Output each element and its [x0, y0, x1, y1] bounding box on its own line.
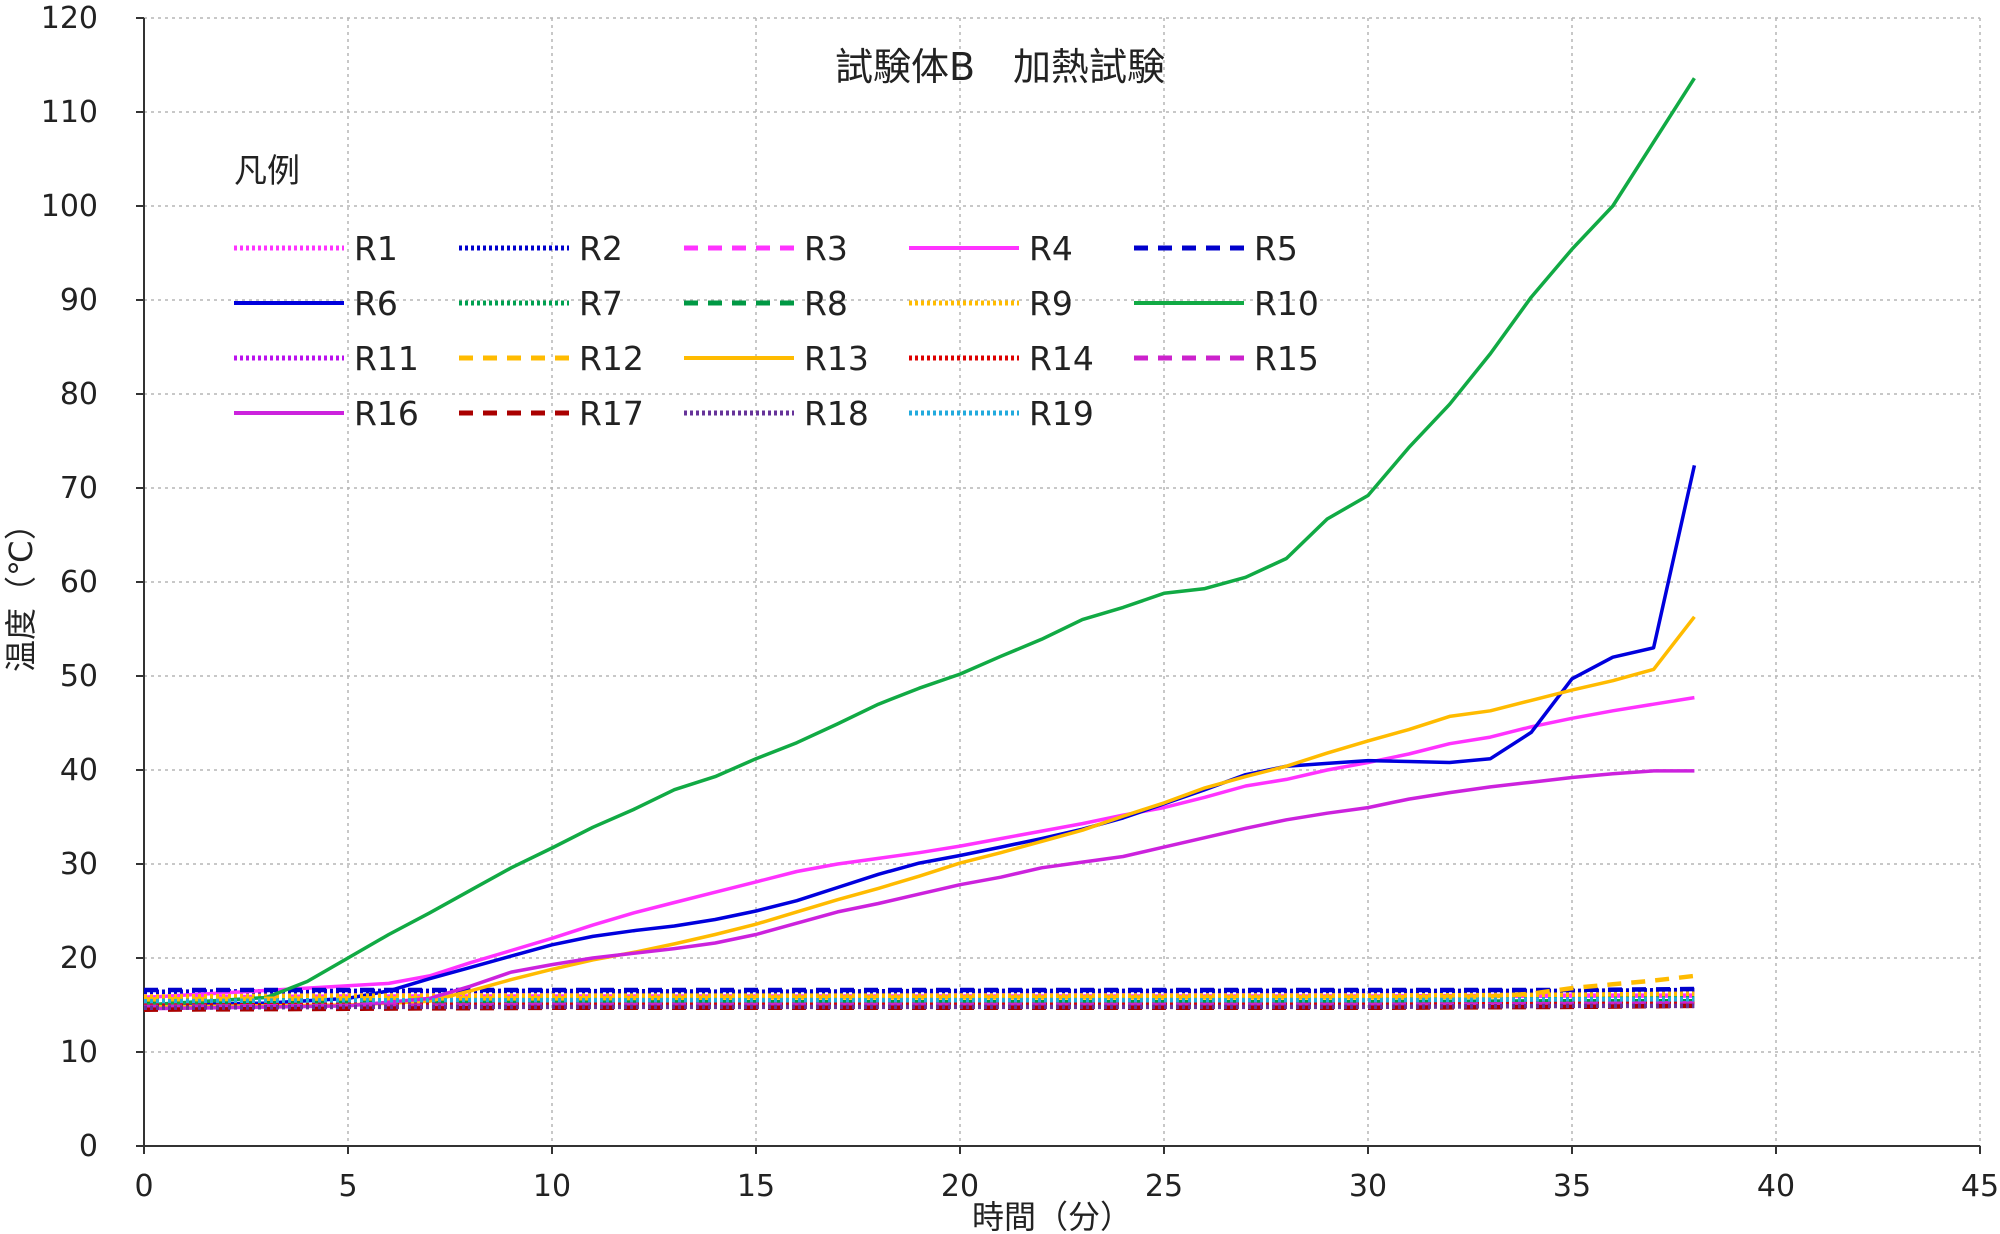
legend-label-r10: R10: [1254, 284, 1319, 323]
legend-label-r15: R15: [1254, 339, 1319, 378]
legend-label-r1: R1: [354, 229, 398, 268]
x-tick-label: 20: [941, 1169, 979, 1204]
legend-label-r8: R8: [804, 284, 848, 323]
series-line-r10: [143, 77, 1696, 1007]
x-tick-label: 15: [737, 1169, 775, 1204]
legend-label-r11: R11: [354, 339, 419, 378]
y-tick-label: 100: [41, 189, 98, 224]
y-tick-label: 30: [60, 847, 98, 882]
x-tick-label: 10: [533, 1169, 571, 1204]
legend: 凡例 R1 R2 R3 R4 R5 R6 R7 R8 R9 R10 R11 R12 R13 R14 R15 R…: [234, 151, 1319, 433]
legend-label-r7: R7: [579, 284, 623, 323]
y-tick-label: 20: [60, 941, 98, 976]
y-tick-label: 70: [60, 471, 98, 506]
series-line-r16: [143, 769, 1695, 1011]
legend-label-r16: R16: [354, 394, 419, 433]
legend-label-r3: R3: [804, 229, 848, 268]
legend-label-r2: R2: [579, 229, 623, 268]
legend-label-r12: R12: [579, 339, 644, 378]
series-line-r4: [143, 695, 1695, 1000]
legend-label-r6: R6: [354, 284, 398, 323]
x-tick-label: 0: [134, 1169, 153, 1204]
x-tick-label: 45: [1961, 1169, 1999, 1204]
x-tick-label: 35: [1553, 1169, 1591, 1204]
x-tick-label: 40: [1757, 1169, 1795, 1204]
y-tick-label: 50: [60, 659, 98, 694]
y-tick-label: 90: [60, 283, 98, 318]
y-tick-label: 60: [60, 565, 98, 600]
y-tick-label: 80: [60, 377, 98, 412]
series-line-r5: [144, 986, 1695, 993]
x-tick-label: 30: [1349, 1169, 1387, 1204]
legend-label-r17: R17: [579, 394, 644, 433]
legend-label-r14: R14: [1029, 339, 1094, 378]
grid: [144, 17, 1981, 1146]
y-tick-label: 40: [60, 753, 98, 788]
y-tick-label: 110: [41, 95, 98, 130]
series-lines: [143, 77, 1697, 1012]
x-tick-label: 5: [338, 1169, 357, 1204]
legend-title: 凡例: [234, 151, 300, 190]
y-axis-title: 温度（℃）: [2, 508, 40, 672]
y-tick-label: 120: [41, 1, 98, 36]
legend-label-r19: R19: [1029, 394, 1094, 433]
series-line-r6: [143, 465, 1697, 1007]
series-line-r13: [143, 615, 1696, 1009]
legend-label-r13: R13: [804, 339, 869, 378]
legend-label-r18: R18: [804, 394, 869, 433]
x-tick-label: 25: [1145, 1169, 1183, 1204]
legend-label-r4: R4: [1029, 229, 1073, 268]
series-line-r19: [143, 997, 1695, 1004]
legend-label-r9: R9: [1029, 284, 1073, 323]
chart-title: 試験体B 加熱試験: [835, 45, 1165, 89]
axes: 0 5 10 15 20 25 30 35 40 45 0 10 20 30 40 50 60 70 80 90 100…: [41, 1, 1999, 1204]
legend-label-r5: R5: [1254, 229, 1298, 268]
x-axis-title: 時間（分）: [972, 1198, 1132, 1234]
y-tick-label: 0: [79, 1129, 98, 1164]
y-tick-label: 10: [60, 1035, 98, 1070]
series-line-r18: [143, 1003, 1695, 1011]
series-line-r12: [143, 973, 1695, 1002]
